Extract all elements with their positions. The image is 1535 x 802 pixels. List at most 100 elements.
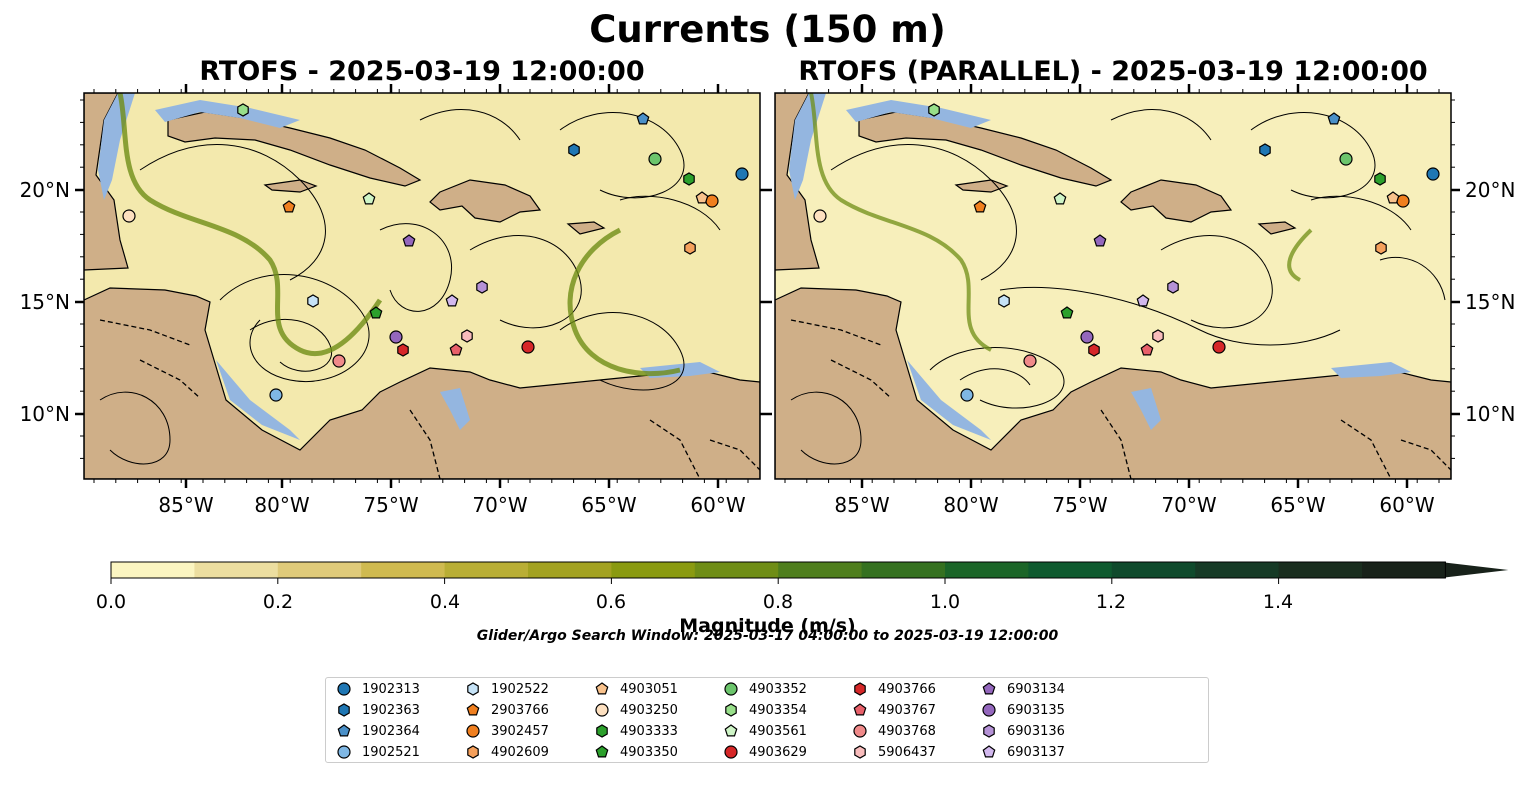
lat-tick-label: 20°N [20, 178, 70, 202]
float-marker [960, 388, 974, 402]
legend-entry: 1902521 [336, 744, 420, 760]
float-marker [1386, 191, 1400, 204]
legend-entry: 1902522 [465, 681, 549, 697]
colorbar-tick-label: 0.2 [263, 591, 293, 613]
legend-marker-icon [595, 703, 609, 717]
legend-entry: 6903136 [981, 723, 1065, 739]
colorbar-segment [444, 562, 529, 578]
legend-label: 4902609 [491, 744, 549, 760]
lon-tick-label: 80°W [254, 493, 309, 517]
legend-marker-icon [466, 724, 480, 738]
legend-marker [337, 724, 351, 737]
legend-marker-icon [337, 724, 351, 737]
legend-label: 4903766 [878, 681, 936, 697]
legend-label: 6903135 [1007, 702, 1065, 718]
map-frame-left [83, 92, 761, 480]
lat-tick-label: 10°N [1465, 402, 1515, 426]
legend-label: 1902522 [491, 681, 549, 697]
lon-tick-label: 60°W [690, 493, 745, 517]
legend-entry: 4903350 [594, 744, 678, 760]
legend-marker-icon [337, 682, 351, 696]
float-marker [402, 234, 416, 247]
legend-marker [854, 745, 866, 759]
colorbar-segment [1195, 562, 1280, 578]
float-marker [1088, 343, 1100, 357]
legend-entry: 4902609 [465, 744, 549, 760]
lon-tick-label: 60°W [1379, 493, 1434, 517]
legend-label: 4903768 [878, 723, 936, 739]
colorbar-segment [194, 562, 279, 578]
streamlines [790, 109, 1446, 465]
float-marker [1053, 192, 1067, 205]
legend-marker [595, 703, 609, 717]
legend-entry: 4903354 [723, 702, 807, 718]
map-panel-left[interactable] [84, 93, 760, 479]
legend-label: 4903051 [620, 681, 678, 697]
map-panel-right[interactable] [775, 93, 1451, 479]
legend-marker-icon [853, 703, 867, 716]
panel-title-right: RTOFS (PARALLEL) - 2025-03-19 12:00:00 [798, 56, 1428, 87]
float-marker [476, 280, 488, 294]
legend-marker-icon [854, 745, 866, 759]
lon-tick-label: 75°W [363, 493, 418, 517]
legend-entry: 1902364 [336, 723, 420, 739]
legend-marker [724, 682, 738, 696]
legend-marker-icon [982, 703, 996, 717]
colorbar-segment [277, 562, 362, 578]
float-marker [397, 343, 409, 357]
lat-tick-labels-right: 20°N 15°N 10°N [1465, 178, 1515, 426]
legend-marker-icon [983, 724, 995, 738]
legend-label: 4903767 [878, 702, 936, 718]
legend-entry: 6903137 [981, 744, 1065, 760]
colorbar-tick-label: 1.0 [930, 591, 960, 613]
float-marker [1374, 172, 1386, 186]
lon-tick-labels-right: 85°W 80°W 75°W 70°W 65°W 60°W [834, 493, 1434, 517]
float-marker [449, 343, 463, 356]
legend-label: 6903134 [1007, 681, 1065, 697]
colorbar-segment [778, 562, 863, 578]
colorbar-tick-label: 0.0 [96, 591, 126, 613]
lon-tick-label: 65°W [1270, 493, 1325, 517]
float-marker [1375, 241, 1387, 255]
lon-tick-label: 65°W [581, 493, 636, 517]
legend-entry: 4903333 [594, 723, 678, 739]
legend-entry: 2903766 [465, 702, 549, 718]
float-marker [1426, 167, 1440, 181]
float-marker [237, 103, 249, 117]
legend-entry: 4903629 [723, 744, 807, 760]
float-marker [648, 152, 662, 166]
legend-marker [466, 724, 480, 738]
legend-marker [338, 703, 350, 717]
legend-marker-icon [466, 703, 480, 716]
legend-marker [853, 724, 867, 738]
legend-label: 1902313 [362, 681, 420, 697]
float-marker [735, 167, 749, 181]
legend-marker [596, 724, 608, 738]
legend-entry: 1902363 [336, 702, 420, 718]
lat-tick-label: 10°N [20, 402, 70, 426]
legend-label: 2903766 [491, 702, 549, 718]
float-marker [1259, 143, 1271, 157]
float-marker [568, 143, 580, 157]
legend-label: 1902363 [362, 702, 420, 718]
legend-marker [337, 745, 351, 759]
legend-marker [467, 682, 479, 696]
legend-marker [337, 682, 351, 696]
legend-marker [466, 703, 480, 716]
legend-marker [982, 682, 996, 695]
legend-entry: 4903352 [723, 681, 807, 697]
lon-tick-label: 70°W [472, 493, 527, 517]
legend-marker-icon [724, 745, 738, 759]
land-mass [775, 93, 1451, 479]
float-marker [332, 354, 346, 368]
colorbar-segment [1362, 562, 1446, 578]
float-marker [973, 200, 987, 213]
colorbar-tick-label: 0.6 [596, 591, 626, 613]
legend-marker-icon [853, 724, 867, 738]
country-borders [99, 319, 760, 479]
float-marker [521, 340, 535, 354]
legend-marker-icon [338, 703, 350, 717]
colorbar-tick-label: 0.8 [763, 591, 793, 613]
colorbar-tick-label: 1.2 [1096, 591, 1126, 613]
lat-tick-label: 20°N [1465, 178, 1515, 202]
